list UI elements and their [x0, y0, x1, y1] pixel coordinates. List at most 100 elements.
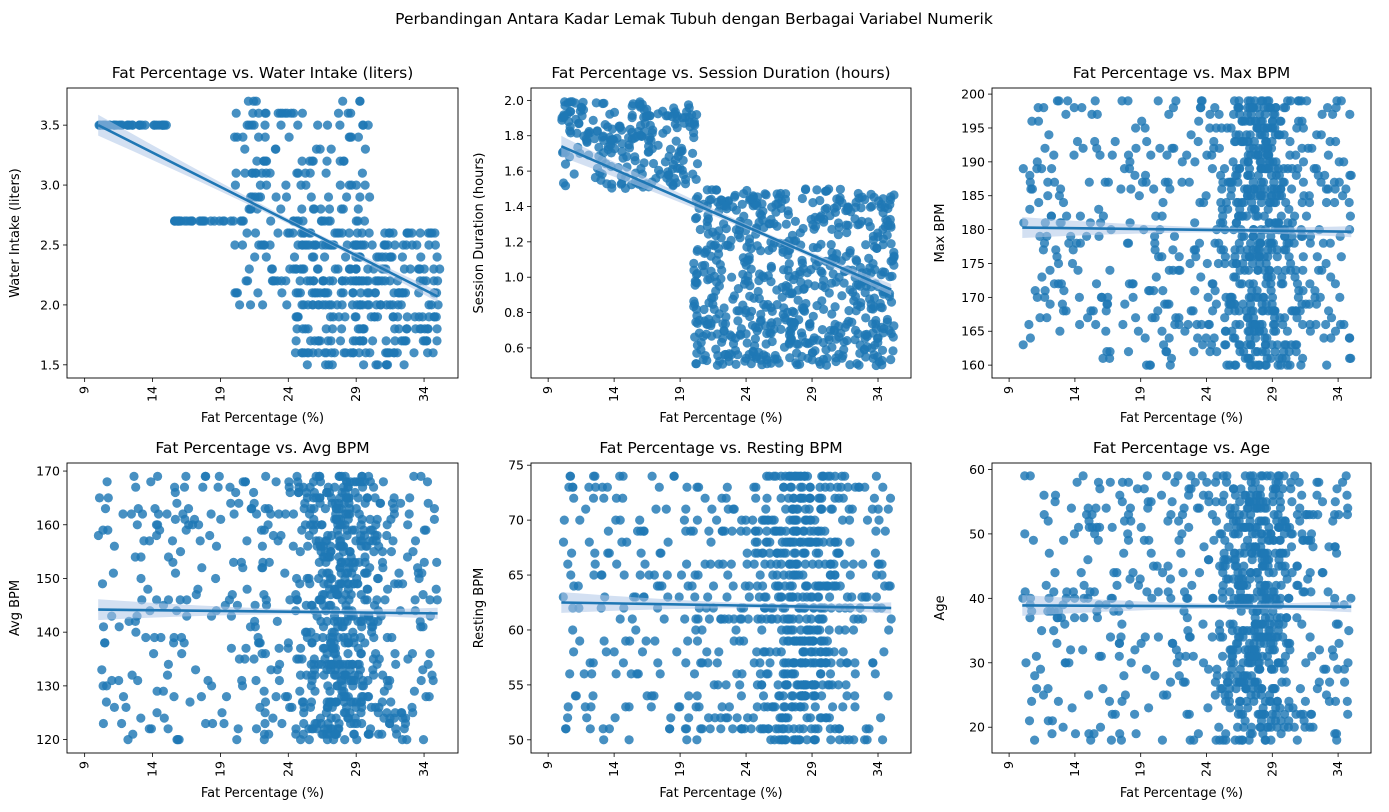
data-point [1193, 729, 1203, 739]
y-tick-label: 170 [961, 290, 985, 305]
data-point [1119, 671, 1129, 681]
axes-frame [66, 87, 459, 379]
data-point [1323, 184, 1333, 194]
data-point [1147, 593, 1157, 603]
data-point [724, 702, 735, 712]
data-point [396, 708, 406, 718]
data-point [1158, 286, 1168, 296]
data-point [1245, 170, 1255, 180]
data-point [1285, 360, 1295, 370]
data-point [759, 223, 769, 233]
data-point [649, 570, 660, 580]
data-point [1298, 252, 1308, 262]
data-point [852, 256, 862, 266]
data-point [1274, 170, 1284, 180]
data-point [876, 713, 886, 723]
data-point [429, 264, 439, 274]
data-point [1248, 245, 1258, 255]
data-point [1163, 587, 1173, 597]
data-point [760, 559, 770, 569]
subplot-title: Fat Percentage vs. Water Intake (liters) [112, 64, 414, 82]
data-point [1334, 638, 1344, 649]
data-point [1218, 735, 1228, 745]
data-point [133, 504, 143, 514]
data-point [762, 515, 773, 525]
data-point [1177, 157, 1187, 167]
data-point [1151, 272, 1161, 282]
data-point [1313, 509, 1323, 520]
data-point [353, 132, 363, 142]
data-point [717, 493, 727, 503]
data-point [1092, 613, 1102, 623]
data-point [1025, 177, 1035, 187]
data-point [260, 504, 270, 514]
data-point [783, 206, 793, 216]
data-point [845, 570, 855, 580]
data-point [304, 509, 315, 519]
data-point [797, 255, 807, 265]
data-point [433, 276, 443, 286]
data-point [1131, 123, 1141, 133]
data-point [1276, 116, 1286, 126]
data-point [1317, 568, 1327, 578]
data-point [817, 325, 828, 335]
data-point [787, 306, 798, 316]
data-point [1094, 204, 1104, 214]
data-point [1274, 471, 1284, 481]
data-point [1321, 258, 1331, 269]
data-point [429, 312, 439, 322]
data-point [428, 348, 438, 358]
data-point [1298, 157, 1309, 167]
data-point [339, 156, 349, 166]
data-point [1225, 703, 1235, 713]
data-point [1235, 340, 1245, 350]
data-point [401, 240, 411, 250]
y-tick-label: 160 [36, 517, 60, 532]
data-point [1164, 333, 1174, 343]
data-point [1224, 299, 1234, 309]
data-point [373, 573, 383, 584]
data-point [1284, 696, 1294, 707]
data-point [1221, 197, 1231, 208]
data-point [676, 143, 687, 153]
data-point [1072, 477, 1082, 487]
data-point [179, 482, 190, 492]
data-point [304, 573, 314, 584]
data-point [1165, 360, 1175, 370]
data-point [346, 348, 356, 358]
data-point [1145, 360, 1155, 370]
data-point [666, 713, 676, 723]
data-point [1297, 197, 1307, 208]
data-point [305, 276, 315, 286]
data-point [272, 616, 282, 627]
data-point [159, 713, 169, 723]
data-point [787, 230, 798, 240]
data-point [1287, 497, 1297, 507]
data-point [350, 487, 360, 498]
data-point [334, 659, 344, 670]
data-point [400, 718, 411, 729]
data-point [650, 636, 660, 646]
data-point [1074, 292, 1084, 302]
data-point [789, 493, 799, 503]
data-point [1078, 645, 1088, 655]
x-axis-label: Fat Percentage (%) [1120, 786, 1243, 801]
data-point [268, 276, 278, 286]
x-tick-label: 9 [77, 761, 92, 769]
data-point [1153, 632, 1163, 642]
data-point [1249, 593, 1259, 603]
data-point [702, 355, 712, 366]
data-point [339, 697, 349, 707]
data-point [358, 336, 368, 346]
data-point [1174, 252, 1184, 262]
data-point [798, 592, 808, 602]
data-point [342, 192, 352, 202]
data-point [848, 287, 858, 297]
data-point [1272, 252, 1282, 262]
data-point [429, 514, 439, 525]
data-point [1028, 535, 1038, 545]
data-point [1095, 522, 1105, 533]
x-tick-label: 9 [1001, 386, 1016, 394]
x-tick-label: 24 [1199, 386, 1214, 402]
